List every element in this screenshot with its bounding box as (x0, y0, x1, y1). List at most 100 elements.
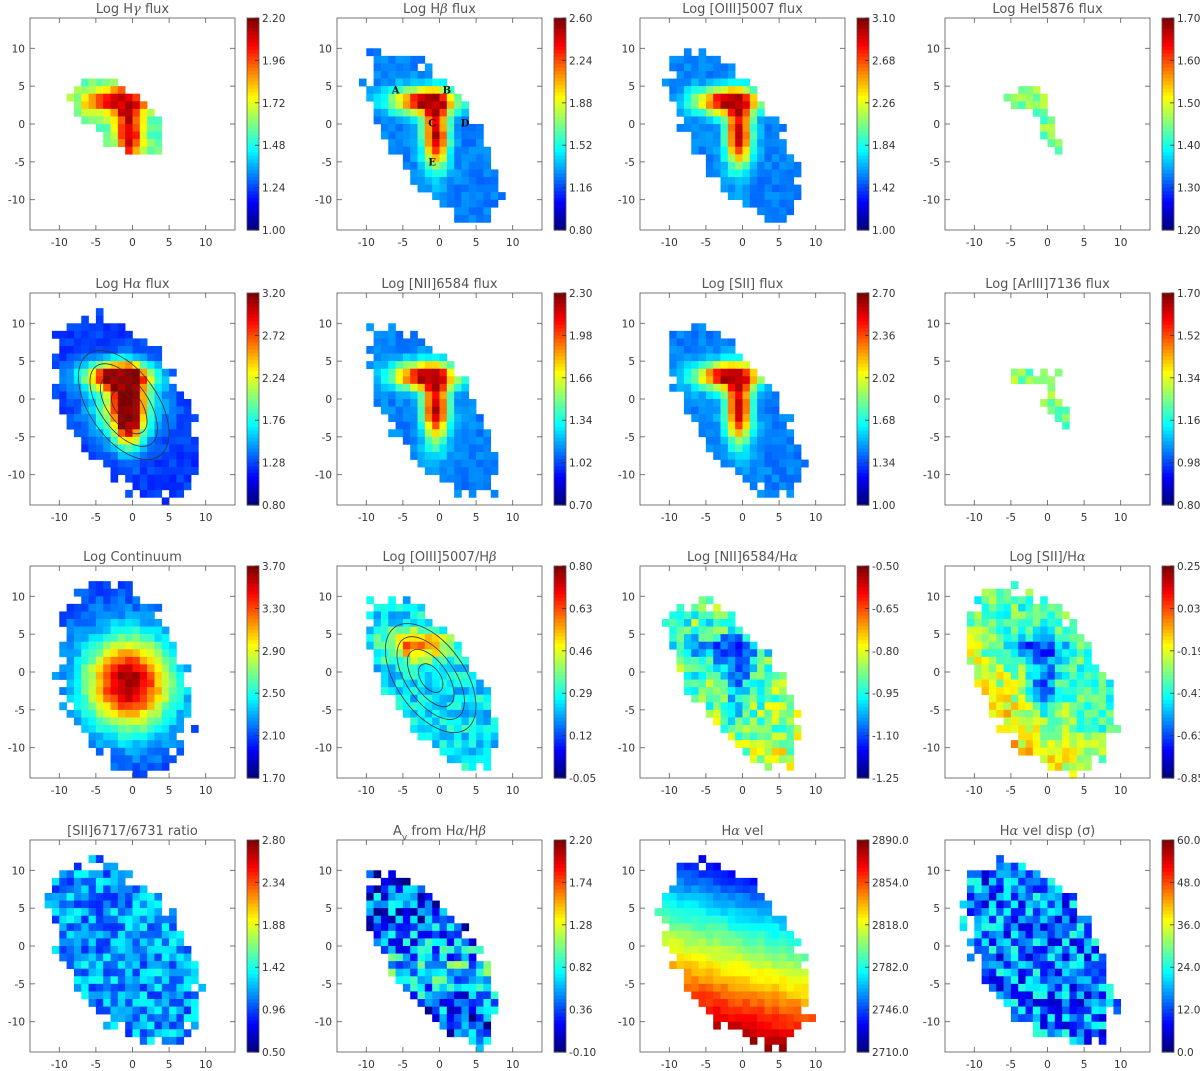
colorbar-step (554, 661, 566, 666)
heatmap-cell (446, 679, 455, 688)
heatmap-cell (117, 900, 126, 909)
heatmap-cell (66, 938, 75, 947)
heatmap-cell (446, 740, 455, 749)
heatmap-cell (439, 747, 448, 756)
colorbar-step (247, 296, 259, 301)
heatmap-cell (1025, 664, 1034, 673)
heatmap-cell (139, 709, 148, 718)
heatmap-cell (81, 368, 89, 377)
heatmap-cell (380, 900, 389, 909)
colorbar-step (857, 580, 869, 585)
heatmap-cell (147, 762, 155, 771)
heatmap-cell (461, 983, 470, 992)
colorbar-step (1162, 626, 1174, 631)
heatmap-cell (749, 755, 758, 764)
heatmap-cell (468, 983, 477, 992)
heatmap-cell (439, 131, 448, 140)
y-tick-label: 0 (933, 667, 940, 679)
heatmap-cell (468, 199, 477, 208)
x-tick-label: -5 (91, 785, 101, 797)
heatmap-cell (366, 870, 374, 879)
heatmap-cell (110, 709, 119, 718)
heatmap-cell (461, 399, 470, 407)
x-tick-label: 0 (436, 1059, 443, 1071)
heatmap-cell (454, 467, 462, 476)
colorbar-step (1162, 349, 1174, 354)
heatmap-cell (454, 444, 462, 453)
heatmap-cell (771, 116, 780, 125)
colorbar-step (857, 682, 869, 687)
heatmap-cell (1010, 101, 1019, 110)
heatmap-cell (51, 361, 60, 370)
heatmap-cell (402, 139, 411, 148)
heatmap-cell (779, 953, 787, 962)
heatmap-cell (81, 702, 89, 711)
heatmap-cell (439, 961, 448, 970)
heatmap-cell (981, 626, 990, 635)
heatmap-cell (410, 169, 418, 178)
heatmap-cell (727, 641, 736, 650)
heatmap-cell (95, 588, 104, 597)
heatmap-cell (764, 399, 773, 407)
heatmap-cell (95, 855, 104, 864)
colorbar-step (247, 942, 259, 947)
heatmap-cell (691, 961, 699, 970)
heatmap-cell (110, 762, 119, 771)
heatmap-cell (483, 717, 492, 726)
heatmap-cell (373, 71, 382, 79)
colorbar-step (247, 664, 259, 670)
colorbar-tick-label: -1.25 (872, 773, 899, 785)
heatmap-cell (161, 467, 170, 476)
colorbar-step (247, 967, 259, 972)
heatmap-cell (705, 893, 714, 901)
heatmap-cell (705, 968, 714, 977)
heatmap-cell (476, 709, 484, 718)
heatmap-cell (1040, 702, 1048, 711)
colorbar-step (1162, 363, 1174, 368)
heatmap-cell (446, 953, 455, 962)
heatmap-cell (483, 444, 492, 453)
heatmap-cell (764, 177, 773, 185)
heatmap-cell (417, 953, 426, 962)
heatmap-cell (720, 694, 729, 703)
heatmap-cell (764, 717, 773, 726)
heatmap-cell (388, 116, 396, 125)
heatmap-cell (1040, 368, 1048, 377)
colorbar-step (1162, 184, 1174, 189)
heatmap-cell (757, 429, 765, 438)
heatmap-cell (176, 953, 185, 962)
heatmap-cell (417, 702, 426, 711)
heatmap-cell (742, 474, 751, 483)
colorbar-step (247, 222, 259, 228)
heatmap-cell (742, 908, 751, 917)
heatmap-cell (691, 139, 699, 148)
heatmap-cell (720, 444, 729, 453)
heatmap-cell (720, 169, 729, 178)
heatmap-cell (683, 368, 692, 377)
heatmap-cell (388, 78, 396, 87)
colorbar-step (247, 462, 259, 467)
colorbar-step (247, 693, 259, 698)
heatmap-cell (669, 55, 677, 64)
heatmap-cell (66, 603, 75, 612)
heatmap-cell (1032, 740, 1041, 749)
heatmap-cell (691, 124, 699, 132)
colorbar-step (247, 742, 259, 747)
heatmap-cell (176, 421, 185, 430)
colorbar-step (857, 360, 869, 365)
heatmap-cell (713, 679, 721, 688)
heatmap-cell (1018, 664, 1026, 673)
heatmap-cell (1047, 755, 1056, 764)
heatmap-cell (88, 634, 97, 643)
heatmap-cell (66, 634, 75, 643)
heatmap-cell (698, 694, 707, 703)
heatmap-cell (154, 649, 163, 658)
x-tick-label: -5 (1006, 512, 1016, 524)
heatmap-cell (705, 991, 714, 1000)
heatmap-cell (749, 124, 758, 132)
colorbar-step (554, 850, 566, 855)
heatmap-cell (373, 63, 382, 72)
heatmap-cell (424, 908, 433, 917)
heatmap-cell (1069, 762, 1078, 771)
heatmap-cell (713, 161, 721, 170)
